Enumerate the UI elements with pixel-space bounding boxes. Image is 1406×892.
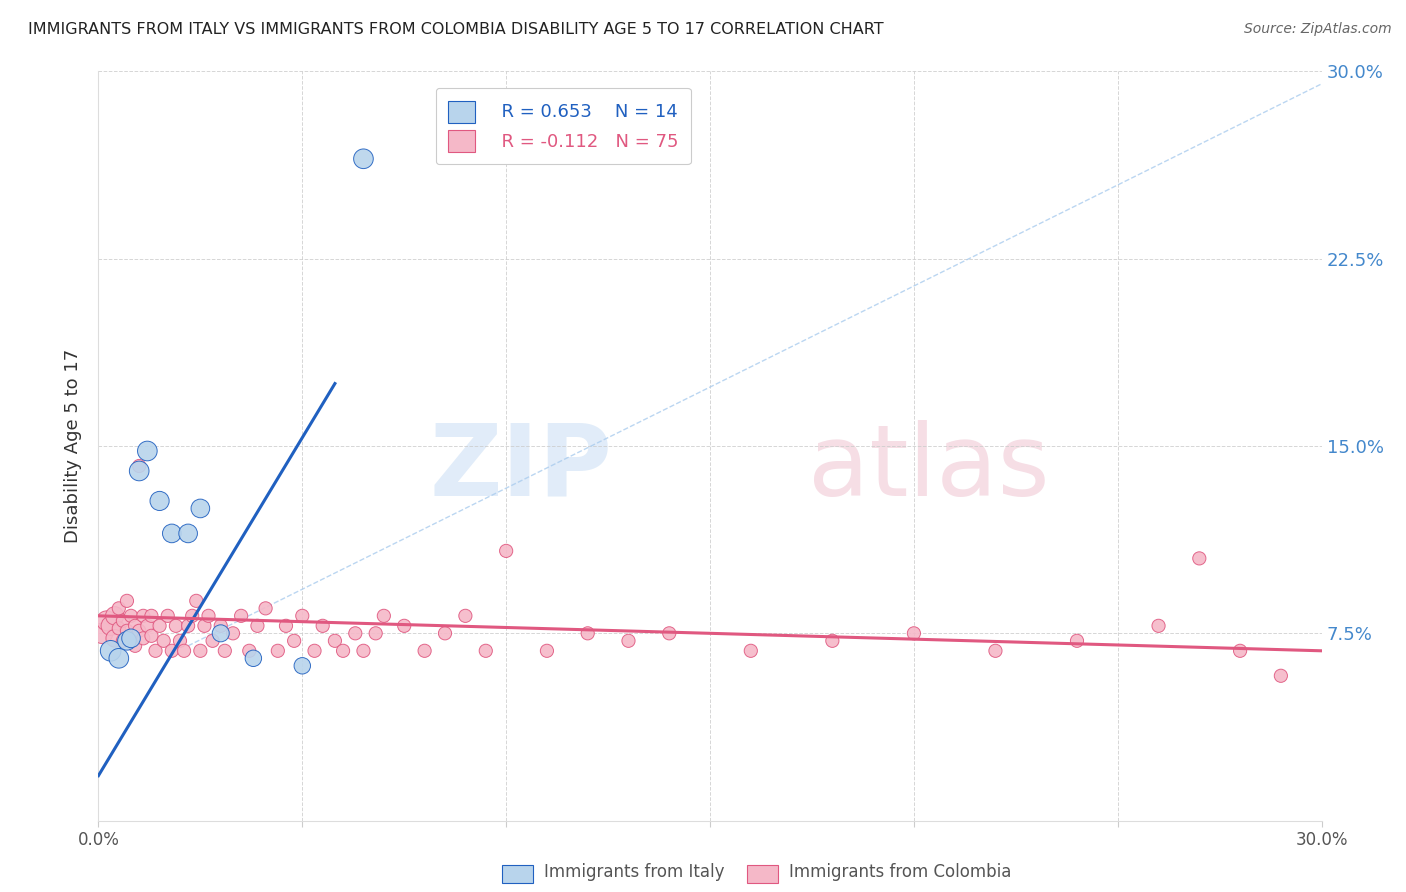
- Point: [267, 644, 290, 658]
- Point: [128, 458, 150, 473]
- Point: [373, 608, 395, 623]
- Point: [312, 619, 335, 633]
- Point: [821, 633, 844, 648]
- Point: [115, 633, 138, 648]
- Point: [197, 608, 219, 623]
- Point: [323, 633, 346, 648]
- Point: [104, 608, 127, 623]
- Point: [984, 644, 1007, 658]
- Point: [149, 619, 172, 633]
- Point: [141, 629, 163, 643]
- Point: [132, 632, 155, 646]
- Point: [177, 526, 200, 541]
- Point: [434, 626, 457, 640]
- Point: [304, 644, 326, 658]
- Point: [576, 626, 599, 640]
- Point: [454, 608, 477, 623]
- Point: [474, 644, 498, 658]
- Point: [291, 608, 314, 623]
- Point: [128, 624, 150, 638]
- Point: [254, 601, 277, 615]
- Point: [115, 624, 138, 638]
- Y-axis label: Disability Age 5 to 17: Disability Age 5 to 17: [65, 349, 83, 543]
- Text: IMMIGRANTS FROM ITALY VS IMMIGRANTS FROM COLOMBIA DISABILITY AGE 5 TO 17 CORRELA: IMMIGRANTS FROM ITALY VS IMMIGRANTS FROM…: [28, 22, 884, 37]
- Point: [181, 608, 204, 623]
- Point: [152, 633, 174, 648]
- Point: [188, 644, 212, 658]
- Point: [392, 619, 416, 633]
- Point: [344, 626, 367, 640]
- Point: [413, 644, 436, 658]
- Point: [108, 651, 131, 665]
- Point: [115, 594, 138, 608]
- Point: [352, 644, 374, 658]
- Point: [91, 626, 114, 640]
- Point: [104, 632, 127, 646]
- Point: [160, 526, 183, 541]
- Point: [120, 608, 142, 623]
- Text: Source: ZipAtlas.com: Source: ZipAtlas.com: [1244, 22, 1392, 37]
- Point: [145, 644, 167, 658]
- Point: [1147, 619, 1170, 633]
- Text: ZIP: ZIP: [429, 420, 612, 517]
- Point: [111, 614, 134, 628]
- Point: [108, 621, 131, 635]
- Point: [173, 644, 195, 658]
- Point: [149, 494, 172, 508]
- Point: [246, 619, 269, 633]
- Point: [124, 639, 146, 653]
- Point: [193, 619, 215, 633]
- Point: [242, 651, 264, 665]
- Point: [1066, 633, 1088, 648]
- Point: [120, 632, 142, 646]
- Point: [177, 619, 200, 633]
- Point: [120, 629, 142, 643]
- Point: [100, 644, 122, 658]
- Point: [132, 608, 155, 623]
- Point: [128, 464, 150, 478]
- Point: [111, 633, 134, 648]
- Point: [1270, 669, 1292, 683]
- Point: [136, 619, 159, 633]
- Point: [209, 626, 232, 640]
- Point: [617, 633, 640, 648]
- Point: [141, 608, 163, 623]
- Point: [1188, 551, 1211, 566]
- Point: [160, 644, 183, 658]
- Point: [291, 658, 314, 673]
- Point: [332, 644, 354, 658]
- Point: [536, 644, 558, 658]
- Point: [108, 601, 131, 615]
- Point: [364, 626, 387, 640]
- Point: [96, 614, 118, 628]
- Point: [169, 633, 191, 648]
- Point: [740, 644, 762, 658]
- Point: [186, 594, 208, 608]
- Point: [201, 633, 224, 648]
- Text: atlas: atlas: [808, 420, 1049, 517]
- Legend:   R = 0.653    N = 14,   R = -0.112   N = 75: R = 0.653 N = 14, R = -0.112 N = 75: [436, 88, 690, 164]
- Point: [124, 619, 146, 633]
- Point: [903, 626, 925, 640]
- Point: [283, 633, 305, 648]
- Point: [209, 619, 232, 633]
- Point: [238, 644, 260, 658]
- Point: [495, 544, 517, 558]
- Text: Immigrants from Italy: Immigrants from Italy: [544, 863, 724, 881]
- Point: [188, 501, 212, 516]
- Point: [222, 626, 245, 640]
- Point: [352, 152, 374, 166]
- Point: [165, 619, 187, 633]
- Point: [658, 626, 681, 640]
- Point: [136, 444, 159, 458]
- Point: [100, 619, 122, 633]
- Point: [156, 608, 179, 623]
- Point: [1229, 644, 1251, 658]
- Point: [231, 608, 253, 623]
- Point: [274, 619, 297, 633]
- Point: [214, 644, 236, 658]
- Text: Immigrants from Colombia: Immigrants from Colombia: [789, 863, 1011, 881]
